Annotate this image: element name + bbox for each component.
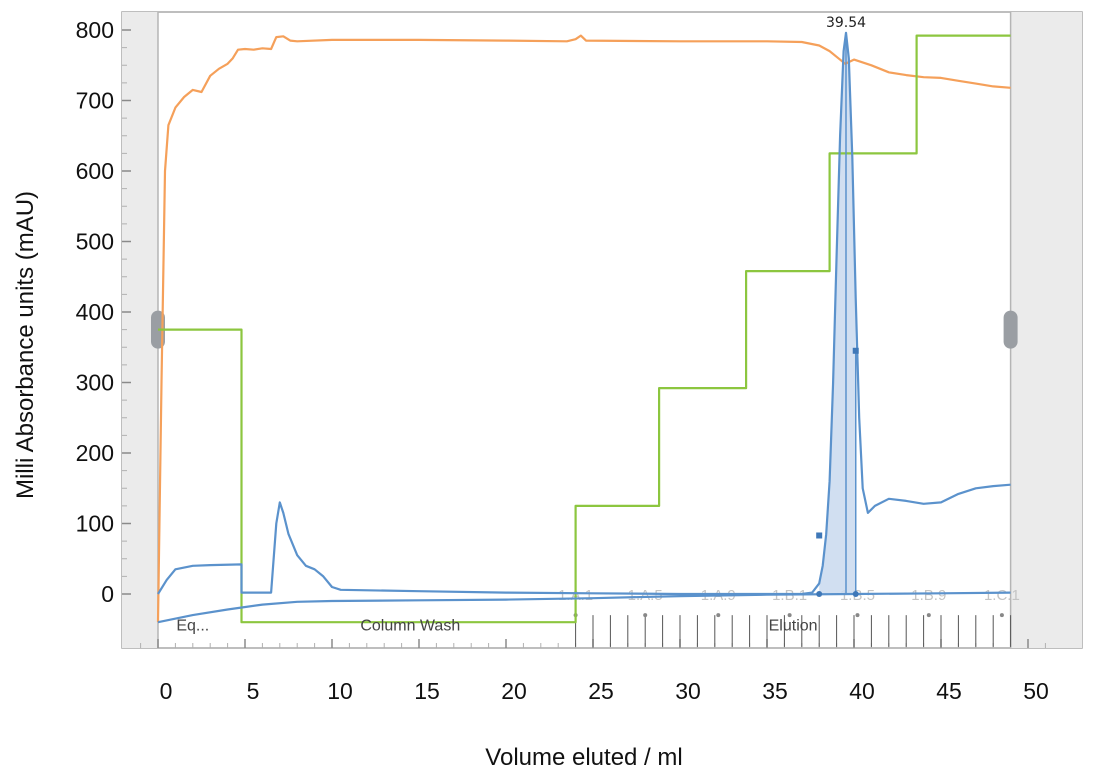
range-handle-right [1004,311,1018,349]
phase-label: Eq... [176,618,209,635]
fraction-label: 1.A.5 [628,587,663,604]
peak-baseline-start [816,591,822,597]
phase-label: Elution [769,618,818,635]
x-tick-label: 10 [327,678,353,704]
y-tick-label: 500 [76,229,114,255]
fraction-marker [716,613,720,617]
x-tick-label: 15 [414,678,440,704]
peak-baseline-end [853,591,859,597]
x-tick-label: 20 [501,678,527,704]
fraction-marker [788,613,792,617]
x-tick-label: 30 [675,678,701,704]
x-tick-label: 40 [849,678,875,704]
plot-frame [122,12,1082,648]
y-tick-label: 600 [76,158,114,184]
fraction-label: 1.C.1 [984,587,1020,604]
x-tick-label: 45 [936,678,962,704]
y-tick-label: 400 [76,299,114,325]
y-tick-label: 200 [76,440,114,466]
fraction-marker [1000,613,1004,617]
phase-label: Column Wash [360,618,460,635]
y-axis-title: Milli Absorbance units (mAU) [12,191,39,499]
peak-label: 39.54 [826,15,866,31]
x-tick-label: 25 [588,678,614,704]
x-tick-label: 5 [247,678,260,704]
fraction-marker [927,613,931,617]
fraction-label: 1.B.9 [911,587,946,604]
x-tick-label: 50 [1023,678,1049,704]
y-tick-label: 700 [76,88,114,114]
peak-end-marker [853,348,859,354]
y-tick-label: 100 [76,511,114,537]
excluded-region-right [1011,12,1082,648]
peak-start-marker [816,532,822,538]
y-tick-label: 800 [76,17,114,43]
x-axis-title: Volume eluted / ml [485,744,682,771]
y-tick-label: 300 [76,370,114,396]
x-tick-label: 35 [762,678,788,704]
fraction-marker [855,613,859,617]
x-tick-label: 0 [160,678,173,704]
y-tick-label: 0 [101,581,114,607]
fraction-marker [643,613,647,617]
